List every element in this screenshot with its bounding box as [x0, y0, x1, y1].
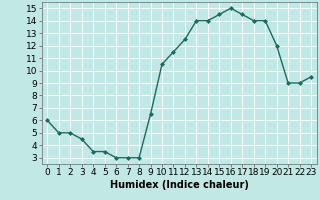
X-axis label: Humidex (Indice chaleur): Humidex (Indice chaleur)	[110, 180, 249, 190]
